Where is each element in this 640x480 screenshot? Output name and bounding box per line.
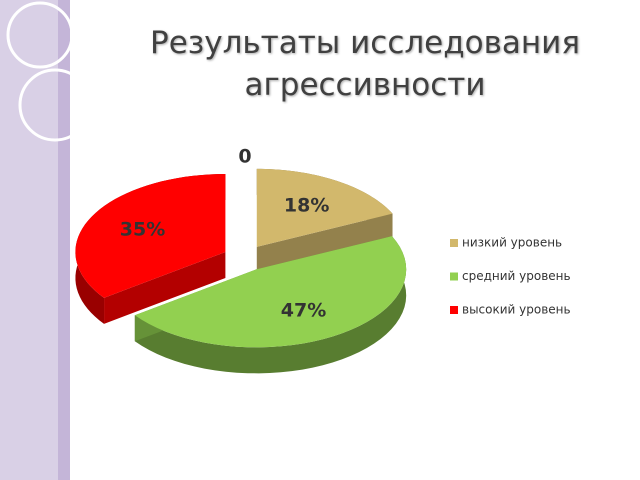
pie-slice [75, 174, 226, 298]
data-label: 47% [281, 299, 326, 321]
legend-label: высокий уровень [462, 303, 571, 317]
legend-swatch [450, 306, 458, 314]
chart-title: Результаты исследования агрессивности [150, 25, 580, 103]
data-label: 35% [120, 219, 165, 241]
pie-slice-side [134, 236, 407, 374]
pie-slice-wall [104, 174, 226, 324]
side-stripe-edge [58, 0, 70, 480]
legend-label: средний уровень [462, 269, 571, 283]
legend-label: низкий уровень [462, 236, 562, 250]
decor-circle [6, 1, 74, 69]
annotation: 0 [238, 146, 251, 168]
decor-circle [18, 68, 92, 142]
pie-slice [256, 168, 393, 247]
data-label: 18% [284, 195, 329, 217]
legend-swatch [450, 272, 458, 281]
legend-swatch [450, 239, 458, 247]
pie-slice [134, 236, 407, 348]
